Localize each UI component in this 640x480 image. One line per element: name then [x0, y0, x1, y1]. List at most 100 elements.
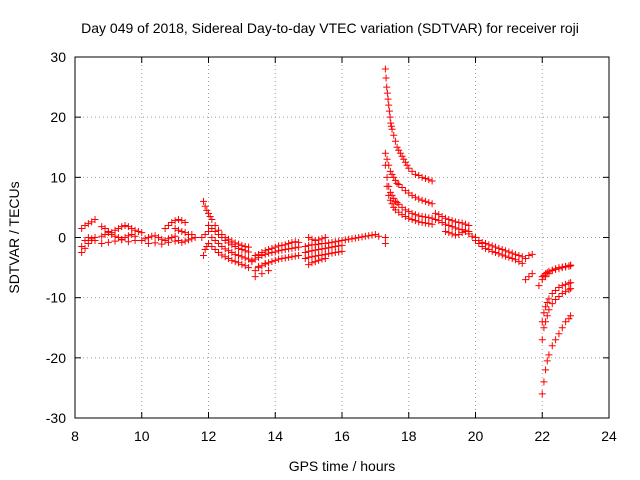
data-point	[384, 95, 392, 103]
data-point	[555, 265, 563, 273]
data-point	[281, 254, 289, 262]
data-point	[448, 217, 456, 225]
data-point	[261, 259, 269, 267]
data-point	[451, 218, 459, 226]
data-point	[81, 244, 89, 252]
data-point	[385, 191, 393, 199]
y-tick-label: 0	[58, 230, 66, 246]
data-point	[311, 237, 319, 245]
data-point	[558, 264, 566, 272]
data-point	[305, 261, 313, 269]
data-point	[421, 219, 429, 227]
data-point	[548, 267, 556, 275]
data-point	[390, 131, 398, 139]
data-point	[361, 232, 369, 240]
data-point	[191, 234, 199, 241]
data-point	[104, 229, 112, 237]
data-point	[245, 248, 253, 256]
data-point	[398, 152, 406, 160]
data-point	[235, 259, 243, 267]
data-point	[445, 229, 453, 237]
data-point	[118, 223, 126, 231]
data-point	[411, 211, 419, 219]
data-point	[522, 255, 530, 263]
data-point	[315, 246, 323, 254]
data-point	[538, 336, 546, 344]
data-point	[158, 240, 166, 248]
data-point	[461, 220, 469, 228]
data-point	[421, 197, 429, 205]
data-point	[328, 243, 336, 251]
data-point	[395, 200, 403, 208]
data-point	[543, 312, 551, 320]
data-point	[425, 176, 433, 184]
data-point	[305, 241, 313, 249]
data-point	[206, 212, 214, 220]
data-point	[371, 230, 379, 238]
data-point	[448, 223, 456, 231]
data-point	[101, 224, 109, 232]
data-point	[385, 101, 393, 109]
data-point	[228, 256, 236, 264]
data-point	[562, 318, 570, 326]
data-point	[271, 248, 279, 256]
data-point	[265, 249, 273, 257]
data-point	[545, 306, 553, 314]
x-axis-title: GPS time / hours	[289, 458, 396, 474]
data-point	[428, 214, 436, 222]
data-point	[455, 218, 463, 226]
data-point	[543, 298, 551, 306]
data-point	[391, 176, 399, 184]
data-point	[381, 65, 389, 73]
data-point	[381, 240, 389, 248]
data-point	[525, 273, 533, 281]
x-tick-label: 18	[401, 428, 417, 444]
data-point	[188, 235, 196, 243]
data-point	[512, 256, 520, 264]
data-point	[291, 238, 299, 246]
data-point	[435, 217, 443, 225]
data-point	[540, 378, 548, 386]
data-point	[128, 230, 136, 238]
data-point	[178, 217, 186, 225]
data-point	[555, 330, 563, 338]
data-point	[138, 229, 146, 237]
data-point	[425, 199, 433, 207]
data-point	[505, 253, 513, 261]
data-point	[131, 237, 139, 245]
data-point	[393, 199, 401, 207]
data-point	[393, 179, 401, 187]
x-tick-label: 20	[468, 428, 484, 444]
data-point	[104, 238, 112, 246]
data-point	[98, 240, 106, 248]
data-point	[108, 230, 116, 238]
data-point	[178, 238, 186, 246]
data-point	[381, 161, 389, 169]
data-point	[154, 234, 162, 241]
data-point	[268, 249, 276, 257]
data-point	[552, 336, 560, 344]
data-point	[448, 230, 456, 238]
data-point	[418, 212, 426, 220]
data-point	[375, 232, 383, 240]
data-point	[84, 220, 92, 228]
data-point	[411, 217, 419, 225]
data-point	[518, 253, 526, 261]
data-point	[84, 240, 92, 248]
data-point	[98, 223, 106, 231]
data-point	[91, 215, 99, 223]
data-point	[388, 170, 396, 178]
data-point	[208, 215, 216, 223]
data-point	[428, 200, 436, 208]
data-point	[128, 224, 136, 232]
x-tick-label: 16	[334, 428, 350, 444]
data-point	[325, 250, 333, 258]
data-point	[401, 212, 409, 220]
data-point	[458, 229, 466, 237]
data-point	[199, 197, 207, 205]
data-point	[325, 244, 333, 252]
data-point	[331, 243, 339, 251]
data-point	[403, 161, 411, 169]
data-point	[148, 232, 156, 240]
data-point	[174, 226, 182, 234]
